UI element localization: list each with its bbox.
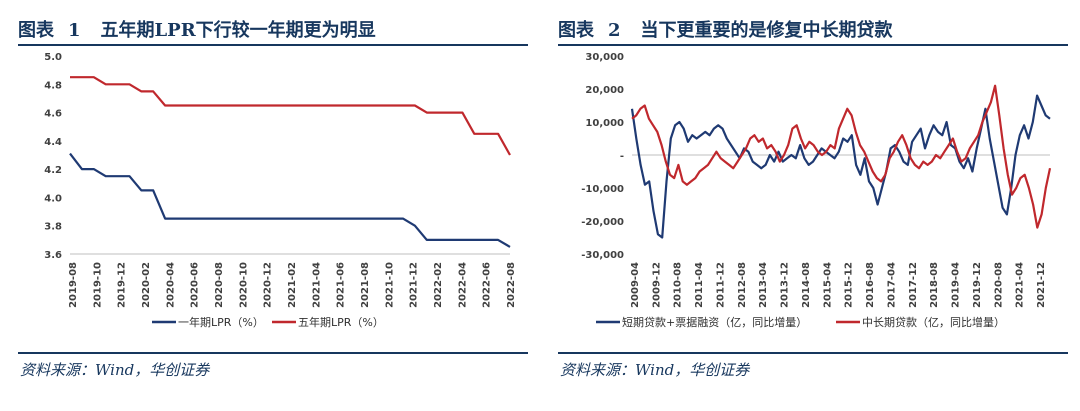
- x-tick-label: 2015-04: [822, 262, 833, 308]
- x-tick-label: 2021-02: [287, 262, 298, 308]
- series-line-1: [69, 152, 511, 248]
- x-tick-label: 2019-04: [951, 262, 962, 308]
- x-tick-label: 2019-12: [972, 262, 983, 308]
- x-tick-label: 2016-08: [865, 262, 876, 308]
- y-tick-label: -10,000: [581, 184, 624, 195]
- x-tick-label: 2019-10: [92, 262, 103, 308]
- x-tick-label: 2013-04: [758, 262, 769, 308]
- figure-1-title: 图表 1 五年期LPR下行较一年期更为明显: [18, 16, 376, 42]
- y-tick-label: 30,000: [585, 52, 624, 63]
- x-tick-label: 2017-12: [908, 262, 919, 308]
- x-tick-label: 2012-08: [737, 262, 748, 308]
- x-tick-label: 2018-08: [929, 262, 940, 308]
- x-tick-label: 2013-12: [780, 262, 791, 308]
- series-line-1: [630, 94, 1051, 239]
- x-tick-label: 2009-12: [651, 262, 662, 308]
- figure-2-caption: 当下更重要的是修复中长期贷款: [640, 20, 893, 41]
- series-line-2: [631, 84, 1052, 229]
- legend-label-2: 中长期贷款（亿，同比增量）: [862, 315, 1005, 329]
- x-tick-label: 2020-10: [238, 262, 249, 308]
- y-tick-label: 5.0: [44, 52, 62, 63]
- x-tick-label: 2020-08: [993, 262, 1004, 308]
- figure-2-bottom-rule: [558, 352, 1068, 354]
- y-tick-label: 4.2: [44, 165, 62, 176]
- x-tick-label: 2019-08: [68, 262, 79, 308]
- figure-1-number: 1: [68, 20, 81, 41]
- y-tick-label: 10,000: [585, 118, 624, 129]
- figure-1-panel: 图表 1 五年期LPR下行较一年期更为明显 5.0 4.8 4.6 4.4 4.2 4.0 3.…: [18, 16, 528, 379]
- x-tick-label: 2011-12: [715, 262, 726, 308]
- x-tick-label: 2015-12: [844, 262, 855, 308]
- figure-1-source: 资料来源：Wind，华创证券: [20, 361, 210, 379]
- figure-1-label: 图表: [18, 20, 54, 41]
- y-tick-label: 4.0: [44, 193, 62, 204]
- x-tick-label: 2021-06: [336, 262, 347, 308]
- y-tick-label: -: [620, 151, 624, 162]
- x-tick-label: 2021-12: [1036, 262, 1047, 308]
- x-tick-label: 2009-04: [630, 262, 641, 308]
- x-tick-label: 2022-06: [482, 262, 493, 308]
- legend-label-1: 一年期LPR（%）: [178, 315, 264, 329]
- x-tick-label: 2011-04: [694, 262, 705, 308]
- figure-2-number: 2: [608, 20, 621, 41]
- figure-2-top-rule: [558, 44, 1068, 46]
- x-tick-label: 2010-08: [673, 262, 684, 308]
- x-tick-label: 2020-12: [263, 262, 274, 308]
- x-tick-label: 2021-10: [384, 262, 395, 308]
- x-tick-label: 2022-02: [433, 262, 444, 308]
- figure-2-panel: 图表 2 当下更重要的是修复中长期贷款 30,000 20,000 10,000 - -10…: [540, 0, 1080, 411]
- x-tick-label: 2017-04: [886, 262, 897, 308]
- figure-1-chart: 5.0 4.8 4.6 4.4 4.2 4.0 3.8 3.6 2019-08 2019-10 20…: [44, 52, 517, 329]
- figure-1-caption: 五年期LPR下行较一年期更为明显: [100, 20, 376, 41]
- y-tick-label: -20,000: [581, 217, 624, 228]
- y-tick-label: 4.8: [44, 80, 62, 91]
- x-tick-label: 2020-02: [141, 262, 152, 308]
- y-tick-label: 3.6: [44, 250, 62, 261]
- x-tick-label: 2021-12: [409, 262, 420, 308]
- x-tick-label: 2022-04: [457, 262, 468, 308]
- y-tick-label: 3.8: [44, 222, 62, 233]
- figure-2-title: 图表 2 当下更重要的是修复中长期贷款: [558, 16, 893, 42]
- figure-1-top-rule: [18, 44, 528, 46]
- x-tick-label: 2020-08: [214, 262, 225, 308]
- x-tick-label: 2014-08: [801, 262, 812, 308]
- figure-1-bottom-rule: [18, 352, 528, 354]
- x-tick-label: 2020-04: [165, 262, 176, 308]
- figure-2-source: 资料来源：Wind，华创证券: [560, 361, 750, 379]
- y-tick-label: 20,000: [585, 85, 624, 96]
- x-tick-label: 2021-04: [311, 262, 322, 308]
- x-tick-label: 2020-06: [190, 262, 201, 308]
- x-tick-label: 2021-08: [360, 262, 371, 308]
- y-tick-label: 4.4: [44, 137, 62, 148]
- legend-label-2: 五年期LPR（%）: [298, 315, 384, 329]
- figure-2-chart: 30,000 20,000 10,000 - -10,000 -20,000 -30,000…: [581, 52, 1052, 329]
- x-tick-label: 2019-12: [117, 262, 128, 308]
- figure-2-label: 图表: [558, 20, 594, 41]
- legend-label-1: 短期贷款+票据融资（亿，同比增量）: [622, 315, 807, 329]
- series-line-2: [70, 76, 511, 156]
- y-tick-label: 4.6: [44, 109, 62, 120]
- x-tick-label: 2022-08: [506, 262, 517, 308]
- y-tick-label: -30,000: [581, 250, 624, 261]
- x-tick-label: 2021-04: [1015, 262, 1026, 308]
